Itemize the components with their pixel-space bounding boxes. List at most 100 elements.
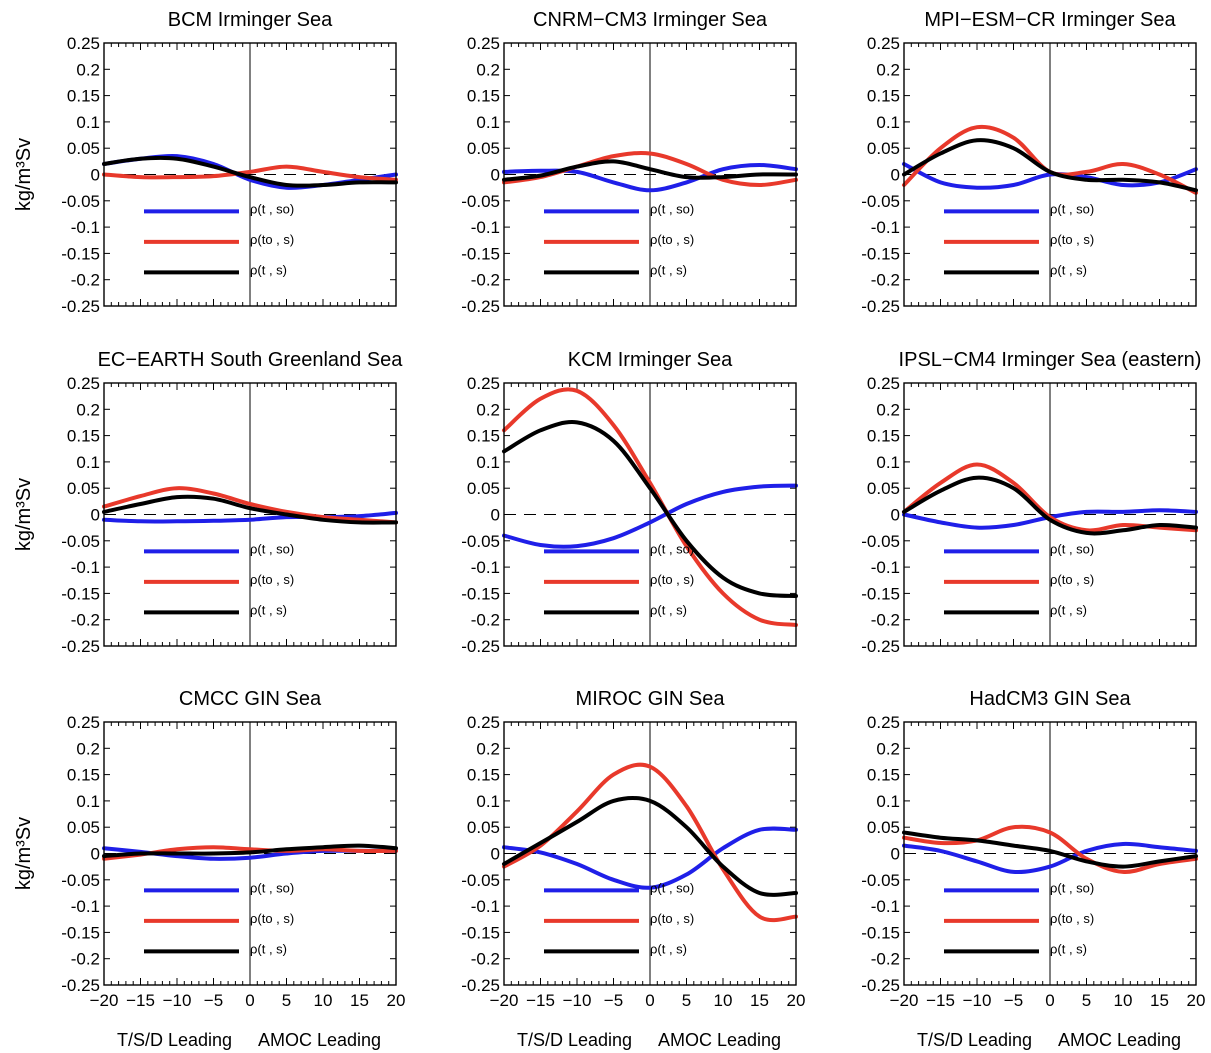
x-note-left: T/S/D Leading (117, 1030, 232, 1050)
series-line-rho-t-s (102, 843, 398, 859)
panel-title: MIROC GIN Sea (576, 688, 726, 710)
y-tick-label: 0 (91, 166, 100, 185)
panel-3: MPI−ESM−CR Irminger Sea 0.25 0.2 0.15 0.1 0.0… (861, 9, 1198, 316)
series-line-rho-t-s (902, 475, 1198, 536)
y-tick-label: 0.25 (867, 713, 900, 732)
panel-title: MPI−ESM−CR Irminger Sea (924, 9, 1176, 31)
y-tick-label: -0.15 (61, 584, 100, 603)
y-tick-label: 0.25 (67, 374, 100, 393)
x-note-right: AMOC Leading (658, 1030, 781, 1050)
plot-frame (903, 42, 1197, 307)
series-line-rho-t-s0 (902, 841, 1198, 875)
y-tick-label: -0.2 (471, 611, 500, 630)
panel-title: KCM Irminger Sea (568, 349, 733, 371)
y-tick-label: 0.05 (867, 818, 900, 837)
y-tick-label: -0.15 (861, 244, 900, 263)
y-tick-label: 0.25 (67, 34, 100, 53)
y-axis-label: kg/m³Sv (13, 138, 35, 211)
series-line-rho-t-s0 (102, 510, 398, 524)
y-tick-label: 0.1 (476, 113, 500, 132)
legend-label: ρ(to , s) (250, 572, 294, 587)
y-tick-label: 0.2 (876, 739, 900, 758)
plot-frame (903, 721, 1197, 986)
x-tick-label: 15 (750, 991, 769, 1010)
legend-label: ρ(to , s) (650, 572, 694, 587)
series-line-rho-t-s (902, 138, 1198, 193)
y-tick-label: -0.15 (461, 584, 500, 603)
y-tick-label: 0.1 (876, 453, 900, 472)
legend-label: ρ(t , s) (1050, 602, 1087, 617)
y-tick-label: 0 (91, 845, 100, 864)
y-tick-label: -0.1 (871, 218, 900, 237)
panel-6: IPSL−CM4 Irminger Sea (eastern) 0.25 0.2 0.… (861, 349, 1201, 656)
x-tick-label: −15 (526, 991, 555, 1010)
legend-label: ρ(t , so) (1050, 201, 1094, 216)
y-tick-label: -0.05 (861, 532, 900, 551)
panel-8: MIROC GIN Sea 0.25 0.2 0.15 0.1 0.05 0 -0.05 -0.… (461, 688, 805, 1050)
x-tick-label: 10 (714, 991, 733, 1010)
plot-frame (103, 42, 397, 307)
x-tick-label: 20 (1187, 991, 1206, 1010)
legend-label: ρ(to , s) (650, 232, 694, 247)
y-tick-label: 0.25 (467, 713, 500, 732)
legend-label: ρ(t , so) (250, 541, 294, 556)
y-tick-label: 0.1 (76, 453, 100, 472)
y-tick-label: 0.25 (867, 34, 900, 53)
legend-label: ρ(t , so) (1050, 880, 1094, 895)
y-tick-label: 0.15 (67, 427, 100, 446)
x-tick-label: −15 (926, 991, 955, 1010)
x-tick-label: −20 (890, 991, 919, 1010)
y-tick-label: -0.05 (61, 192, 100, 211)
y-tick-label: -0.15 (461, 244, 500, 263)
x-tick-label: −5 (1004, 991, 1023, 1010)
y-tick-label: 0.15 (867, 766, 900, 785)
y-tick-label: -0.25 (61, 976, 100, 995)
x-tick-label: −5 (204, 991, 223, 1010)
y-tick-label: 0.05 (67, 818, 100, 837)
y-tick-label: -0.2 (871, 271, 900, 290)
y-tick-label: -0.25 (461, 976, 500, 995)
y-tick-label: 0.1 (876, 113, 900, 132)
y-tick-label: 0.05 (67, 139, 100, 158)
plot-frame (903, 382, 1197, 647)
series-line-rho-t-s0 (502, 483, 798, 549)
y-tick-label: -0.2 (71, 611, 100, 630)
legend-label: ρ(to , s) (250, 911, 294, 926)
legend-label: ρ(t , so) (250, 880, 294, 895)
legend-label: ρ(t , s) (1050, 941, 1087, 956)
legend-label: ρ(t , s) (650, 602, 687, 617)
y-tick-label: 0 (491, 845, 500, 864)
legend-label: ρ(t , s) (250, 262, 287, 277)
panel-title: CMCC GIN Sea (179, 688, 322, 710)
series-line-rho-t-s0 (502, 826, 798, 890)
x-tick-label: 0 (245, 991, 254, 1010)
y-tick-label: 0.2 (476, 739, 500, 758)
x-tick-label: 5 (682, 991, 691, 1010)
x-tick-label: 15 (350, 991, 369, 1010)
plot-frame (103, 382, 397, 647)
y-tick-label: -0.1 (871, 558, 900, 577)
y-tick-label: 0 (891, 166, 900, 185)
y-tick-label: -0.15 (861, 584, 900, 603)
x-tick-label: −10 (563, 991, 592, 1010)
y-tick-label: 0.2 (876, 60, 900, 79)
panel-title: IPSL−CM4 Irminger Sea (eastern) (899, 349, 1202, 371)
y-tick-label: -0.05 (861, 871, 900, 890)
y-tick-label: -0.05 (461, 192, 500, 211)
panel-7: CMCC GIN Sea kg/m³Sv 0.25 0.2 0.15 0.1 0.05 0 -0… (13, 688, 405, 1050)
y-tick-label: 0 (91, 506, 100, 525)
y-tick-label: 0.05 (867, 139, 900, 158)
plot-frame (503, 721, 797, 986)
series-line-rho-t-s0 (502, 163, 798, 193)
legend-label: ρ(t , s) (650, 262, 687, 277)
y-tick-label: 0.1 (76, 792, 100, 811)
legend-label: ρ(to , s) (1050, 572, 1094, 587)
y-tick-label: 0.15 (467, 427, 500, 446)
y-tick-label: 0.05 (467, 818, 500, 837)
x-tick-label: −10 (163, 991, 192, 1010)
x-tick-label: 10 (314, 991, 333, 1010)
series-line-rho-t0-s (102, 164, 398, 182)
y-tick-label: -0.15 (61, 244, 100, 263)
panel-9: HadCM3 GIN Sea 0.25 0.2 0.15 0.1 0.05 0 -0.05 -0… (861, 688, 1205, 1050)
y-tick-label: -0.1 (71, 558, 100, 577)
